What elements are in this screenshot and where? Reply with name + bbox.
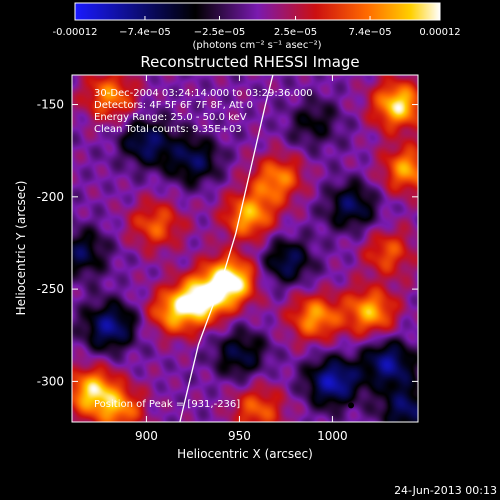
plot-frame [71,74,419,423]
y-tick-label: -250 [37,282,64,296]
chart-title: Reconstructed RHESSI Image [140,53,359,71]
peak-marker [348,402,355,409]
colorbar-tick-label: −7.4e−05 [119,27,171,38]
y-tick-label: -300 [37,374,64,388]
heatmap-image [72,75,418,422]
colorbar [74,2,441,21]
y-axis-label: Heliocentric Y (arcsec) [14,181,28,316]
annotation-peak-position: Position of Peak = [931,-236] [94,399,240,410]
colorbar-label: (photons cm⁻² s⁻¹ asec⁻²) [192,40,321,51]
x-tick-label: 950 [228,429,251,443]
x-tick-label: 900 [135,429,158,443]
x-tick-label: 1000 [317,429,348,443]
colorbar-tick-label: 2.5e−05 [274,27,317,38]
colorbar-tick-label: 7.4e−05 [348,27,391,38]
y-tick-label: -200 [37,190,64,204]
colorbar-ticks: -0.00012 −7.4e−05 −2.5e−05 2.5e−05 7.4e−05 0.… [53,16,461,38]
footer-date: 24-Jun-2013 00:13 [394,484,497,497]
colorbar-tick-label: 0.00012 [419,27,460,38]
annotation-energy-range: Energy Range: 25.0 - 50.0 keV [94,112,247,123]
colorbar-tick-label: −2.5e−05 [194,27,246,38]
annotation-detectors: Detectors: 4F 5F 6F 7F 8F, Att 0 [94,100,253,111]
y-tick-label: -150 [37,98,64,112]
x-axis-label: Heliocentric X (arcsec) [177,447,313,461]
x-axis-ticks: 900 950 1000 [135,75,348,443]
y-axis-ticks: -150 -200 -250 -300 [37,98,418,388]
solar-limb-curve [179,75,274,422]
annotation-clean-counts: Clean Total counts: 9.35E+03 [94,124,242,135]
colorbar-tick-label: -0.00012 [53,27,98,38]
annotation-time-range: 30-Dec-2004 03:24:14.000 to 03:29:36.000 [94,88,313,99]
